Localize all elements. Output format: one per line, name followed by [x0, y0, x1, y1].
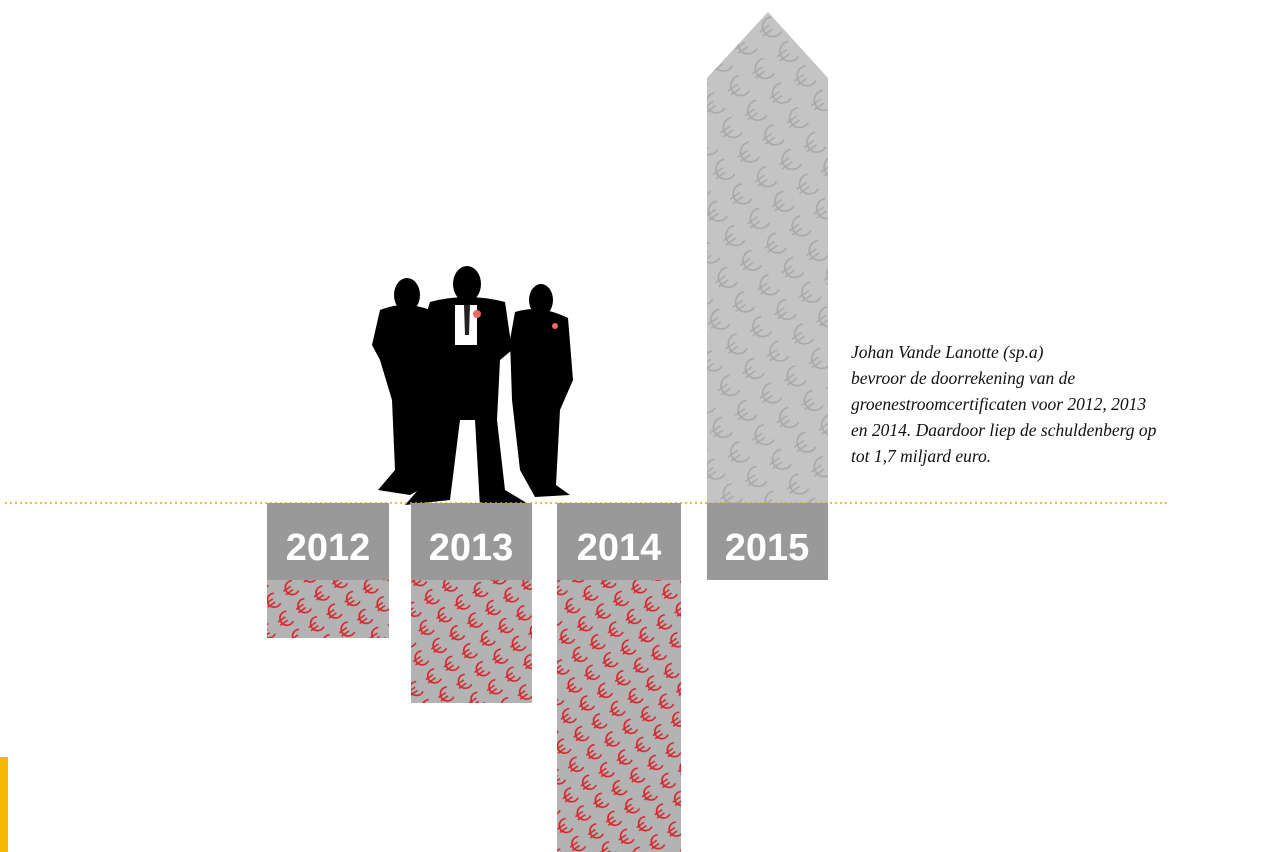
caption-line: en 2014. Daardoor liep de schuldenberg o…	[851, 420, 1157, 440]
year-label: 2013	[429, 527, 514, 569]
accent-bar	[0, 757, 8, 852]
year-label: 2014	[577, 527, 662, 569]
silhouettes	[372, 266, 573, 507]
year-label: 2012	[286, 527, 371, 569]
badge	[473, 310, 481, 318]
badge	[552, 323, 558, 329]
infographic: 2012 2013 2014 2015 Johan Vande Lanotte …	[0, 0, 1263, 852]
caption-line: tot 1,7 miljard euro.	[851, 446, 991, 466]
caption-line: Johan Vande Lanotte (sp.a)	[851, 342, 1044, 362]
bar-2014	[557, 580, 681, 852]
year-label: 2015	[725, 527, 810, 569]
tie	[464, 305, 470, 335]
arrow-2015	[707, 12, 828, 503]
bar-2013	[411, 580, 532, 703]
caption-line: groenestroomcertificaten voor 2012, 2013	[851, 394, 1146, 414]
bar-2012	[267, 580, 389, 638]
caption-line: bevroor de doorrekening van de	[851, 368, 1075, 388]
